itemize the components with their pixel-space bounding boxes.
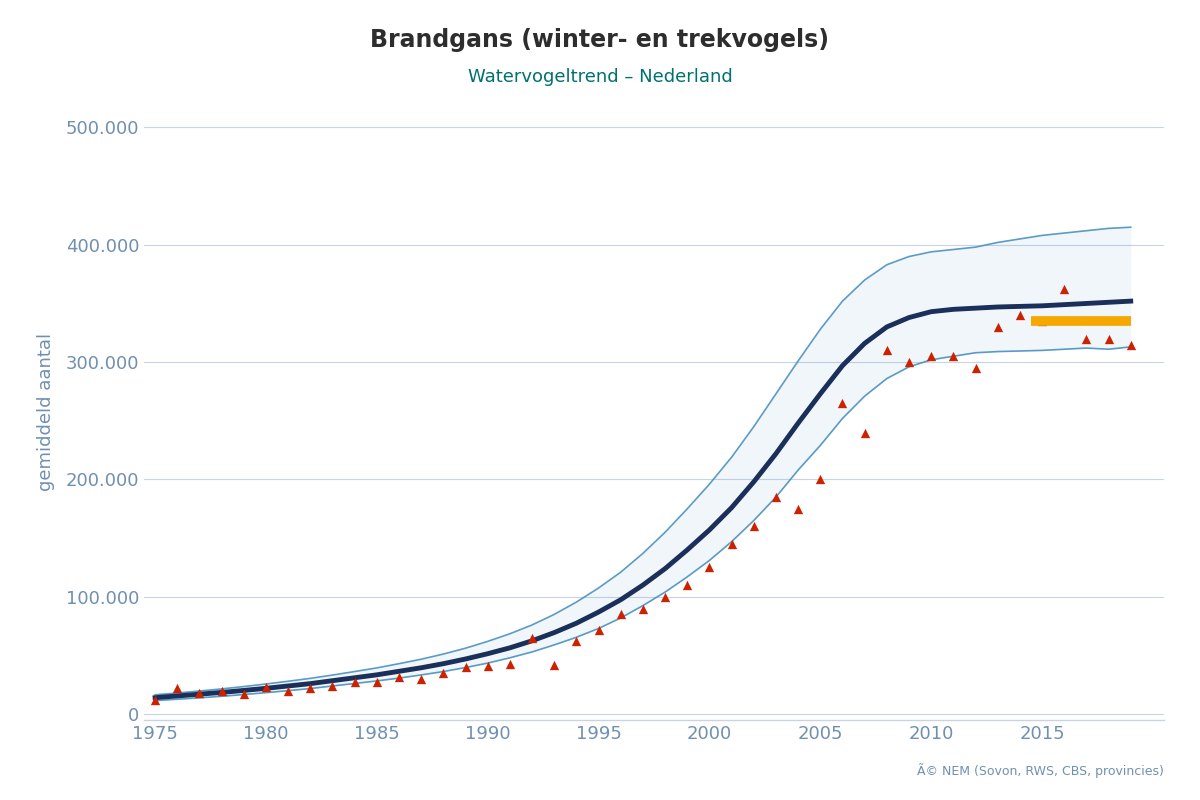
Point (966, 362, 985, 374)
Point (700, 561, 719, 574)
Point (1121, 338, 1140, 351)
Point (722, 538, 742, 550)
Point (1010, 309, 1030, 322)
Point (1076, 332, 1096, 345)
Point (678, 578, 697, 591)
Text: Watervogeltrend – Nederland: Watervogeltrend – Nederland (468, 68, 732, 86)
Point (234, 688, 253, 701)
Text: Ã© NEM (Sovon, RWS, CBS, provincies): Ã© NEM (Sovon, RWS, CBS, provincies) (917, 763, 1164, 778)
Point (212, 684, 232, 697)
Point (634, 602, 653, 615)
Point (257, 681, 276, 694)
Y-axis label: gemiddeld aantal: gemiddeld aantal (36, 333, 54, 491)
Point (655, 590, 674, 603)
Point (433, 666, 452, 679)
Point (346, 676, 365, 689)
Point (190, 686, 209, 699)
Point (877, 344, 896, 357)
Point (168, 682, 187, 694)
Point (788, 502, 808, 515)
Point (767, 490, 786, 503)
Point (522, 631, 541, 644)
Point (566, 635, 586, 648)
Point (1032, 314, 1051, 327)
Point (744, 520, 763, 533)
Point (412, 673, 431, 686)
Point (922, 350, 941, 362)
Point (278, 684, 298, 697)
Point (145, 694, 164, 706)
Point (500, 658, 520, 670)
Point (456, 661, 475, 674)
Point (1099, 332, 1118, 345)
Point (389, 670, 408, 683)
Point (1055, 283, 1074, 296)
Text: Brandgans (winter- en trekvogels): Brandgans (winter- en trekvogels) (371, 28, 829, 52)
Point (943, 350, 962, 362)
Point (900, 356, 919, 369)
Point (811, 473, 830, 486)
Point (611, 608, 630, 621)
Point (545, 658, 564, 671)
Point (478, 660, 497, 673)
Point (301, 682, 320, 694)
Point (988, 321, 1007, 334)
Point (323, 679, 342, 692)
Point (589, 623, 608, 636)
Point (856, 426, 875, 439)
Point (367, 676, 386, 689)
Point (833, 397, 852, 410)
